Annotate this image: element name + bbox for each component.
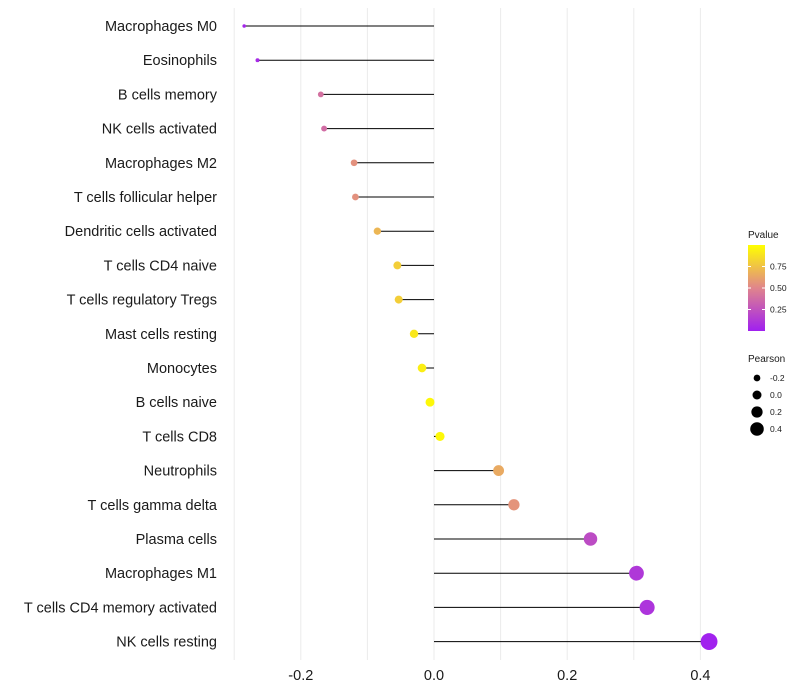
category-label: T cells follicular helper: [74, 190, 217, 206]
category-label: Monocytes: [147, 361, 217, 377]
data-point: [393, 261, 402, 270]
category-label: Macrophages M0: [105, 19, 217, 35]
size-legend-label: -0.2: [770, 373, 785, 383]
category-label: B cells naive: [136, 395, 217, 411]
data-point: [317, 91, 324, 98]
size-legend-label: 0.2: [770, 407, 782, 417]
data-point: [409, 329, 419, 339]
size-legend-label: 0.4: [770, 424, 782, 434]
category-label: NK cells resting: [116, 635, 217, 651]
data-point: [373, 227, 382, 235]
category-label: Neutrophils: [144, 464, 217, 480]
category-label: T cells CD8: [142, 429, 217, 445]
color-legend-ticks: 0.25 0.50 0.75: [748, 262, 787, 315]
data-point: [394, 295, 403, 304]
color-legend-title: Pvalue: [748, 230, 779, 241]
category-label: B cells memory: [118, 87, 218, 103]
category-label: Eosinophils: [143, 53, 217, 69]
x-tick-label: -0.2: [288, 668, 313, 684]
stems-layer: [244, 25, 710, 643]
category-label: Macrophages M2: [105, 156, 217, 172]
data-point: [255, 58, 260, 63]
dots-layer: [242, 24, 718, 651]
data-point: [352, 193, 359, 201]
x-axis-ticks: -0.2 0.0 0.2 0.4: [288, 668, 710, 684]
color-legend-bar: [748, 245, 765, 331]
data-point: [583, 532, 598, 546]
data-point: [629, 565, 644, 581]
category-label: T cells CD4 naive: [104, 258, 217, 274]
category-label: T cells CD4 memory activated: [24, 600, 217, 616]
data-point: [417, 363, 427, 373]
category-label: Mast cells resting: [105, 327, 217, 343]
color-tick-label: 0.75: [770, 262, 787, 272]
data-point: [321, 125, 328, 132]
grid-layer: [233, 8, 701, 660]
size-legend-label: 0.0: [770, 390, 782, 400]
size-legend-title: Pearson: [748, 354, 785, 365]
size-legend: Pearson -0.2 0.0 0.2 0.4: [748, 354, 785, 436]
x-tick-label: 0.2: [557, 668, 577, 684]
data-point: [435, 431, 445, 441]
category-labels: Macrophages M0 Eosinophils B cells memory N…: [24, 19, 218, 651]
size-legend-dot: [751, 406, 763, 418]
size-legend-dot: [752, 390, 762, 400]
category-label: T cells gamma delta: [88, 498, 218, 514]
data-point: [493, 465, 505, 477]
size-legend-keys: -0.2 0.0 0.2 0.4: [750, 373, 785, 436]
data-point: [508, 499, 520, 511]
color-legend: Pvalue 0.25 0.50 0.75: [748, 230, 787, 331]
data-point: [700, 633, 718, 651]
size-legend-dot: [753, 374, 761, 382]
category-label: NK cells activated: [102, 122, 217, 138]
color-tick-label: 0.50: [770, 283, 787, 293]
category-label: T cells regulatory Tregs: [67, 293, 217, 309]
data-point: [350, 159, 358, 167]
category-label: Plasma cells: [136, 532, 217, 548]
color-tick-label: 0.25: [770, 305, 787, 315]
category-label: Macrophages M1: [105, 566, 217, 582]
data-point: [639, 599, 655, 615]
size-legend-dot: [750, 422, 764, 436]
data-point: [242, 24, 246, 28]
x-tick-label: 0.4: [690, 668, 710, 684]
category-label: Dendritic cells activated: [65, 224, 217, 240]
x-tick-label: 0.0: [424, 668, 444, 684]
data-point: [425, 397, 435, 407]
